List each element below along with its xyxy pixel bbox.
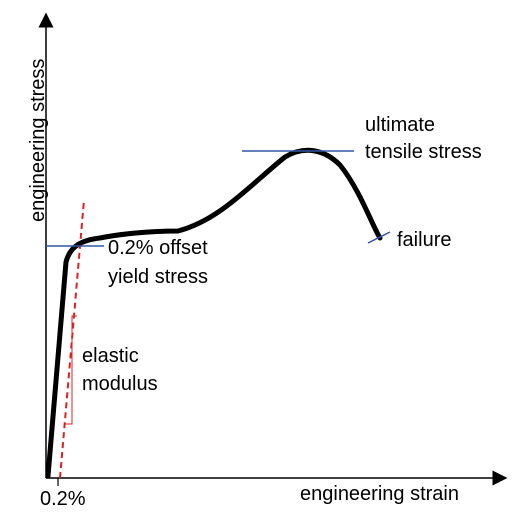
- x-axis-label: engineering strain: [300, 483, 459, 505]
- uts-label-line1: ultimate: [365, 114, 435, 136]
- modulus-slope-triangle: [64, 315, 77, 425]
- modulus-label-line1: elastic: [82, 345, 139, 367]
- stress-strain-curve: [45, 147, 383, 479]
- modulus-label-line2: modulus: [82, 373, 158, 395]
- yield-label-line1: 0.2% offset: [108, 237, 208, 259]
- yield-label-line2: yield stress: [108, 266, 208, 288]
- uts-label-line2: tensile stress: [365, 141, 482, 163]
- x-tick-label: 0.2%: [40, 488, 86, 510]
- y-axis-label: engineering stress: [27, 59, 49, 222]
- failure-marker: [367, 231, 391, 244]
- failure-label: failure: [397, 229, 451, 251]
